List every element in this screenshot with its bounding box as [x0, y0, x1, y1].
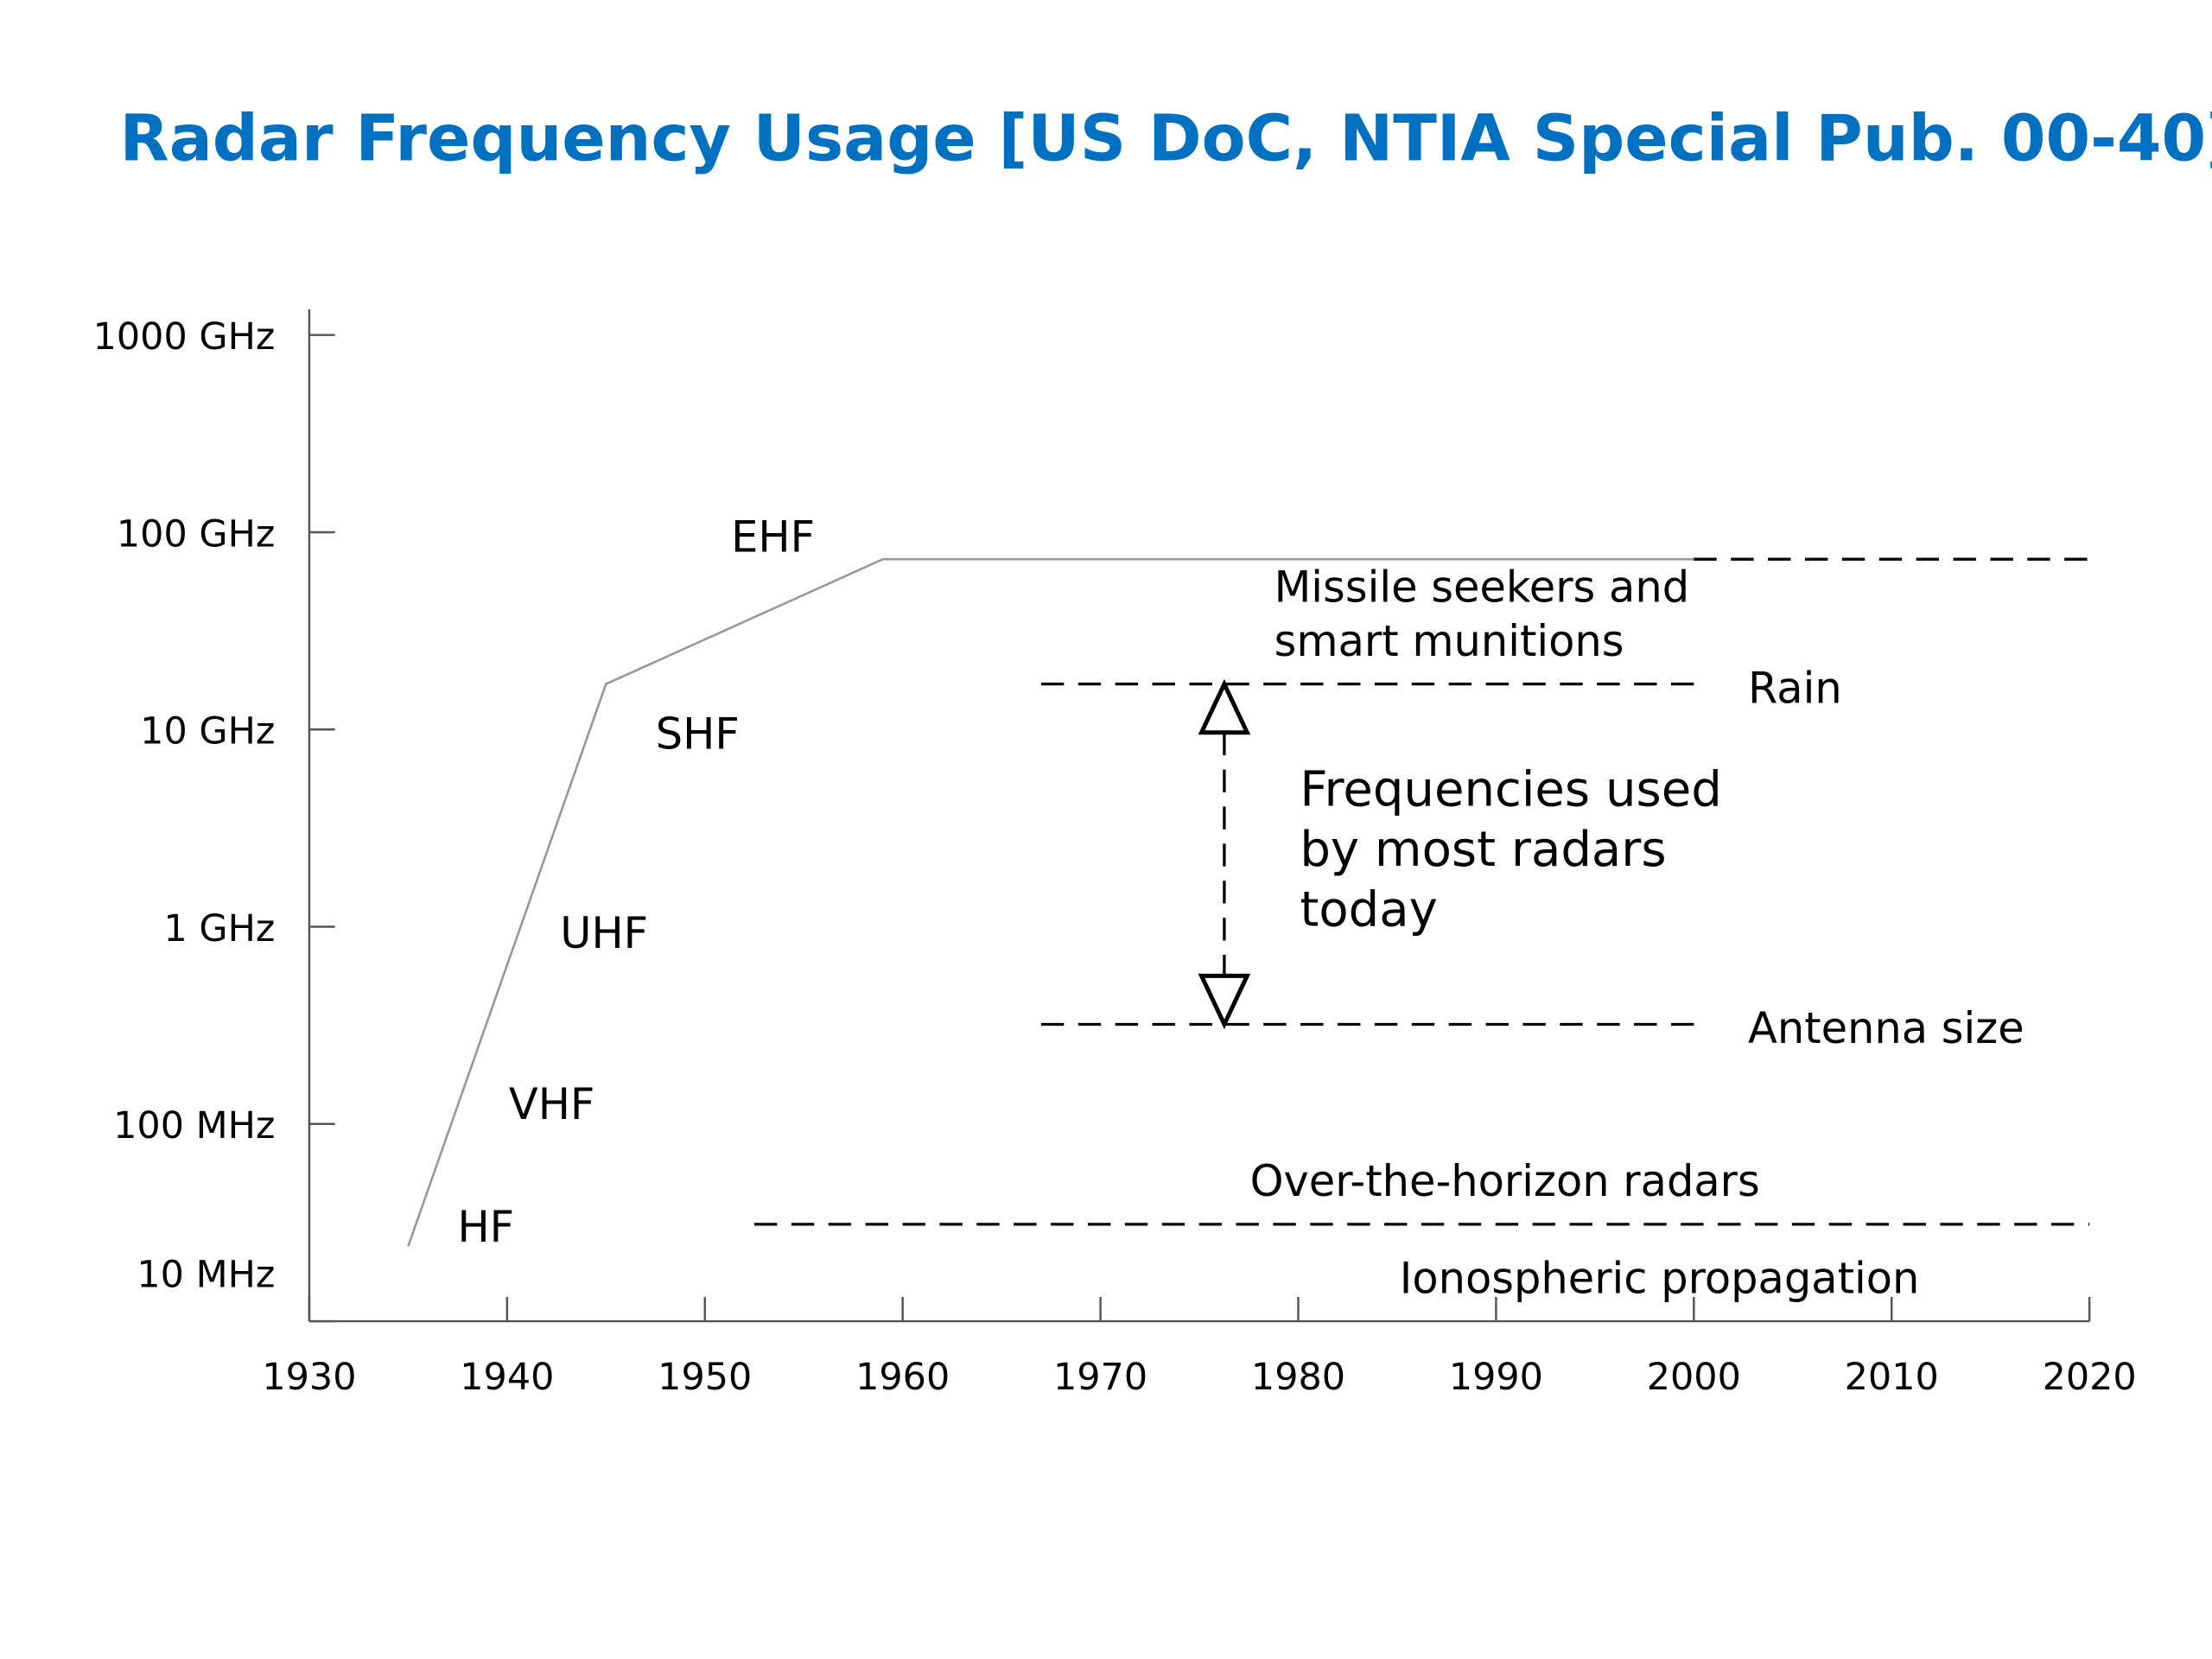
annotation: HF [457, 1202, 514, 1252]
annotation: VHF [509, 1079, 595, 1129]
chart-title: Radar Frequency Usage [US DoC, NTIA Spec… [120, 100, 2212, 175]
annotation: Missile seekers and [1274, 562, 1689, 612]
series-label: Antenna size [1748, 1003, 2024, 1053]
annotation: Frequencies used [1300, 762, 1722, 818]
annotation: today [1300, 881, 1437, 938]
annotation: by most radars [1300, 822, 1666, 878]
x-tick-label: 1950 [658, 1356, 752, 1399]
y-tick-label: 10 GHz [140, 710, 275, 753]
y-tick-label: 100 MHz [113, 1104, 275, 1147]
y-tick-label: 100 GHz [117, 512, 275, 556]
x-tick-label: 2010 [1845, 1356, 1939, 1399]
y-tick-label: 10 MHz [137, 1253, 275, 1296]
annotation: smart munitions [1274, 616, 1624, 666]
y-tick-label: 1 GHz [163, 907, 275, 950]
annotation: EHF [731, 512, 815, 563]
arrow-head [1198, 678, 1251, 735]
x-tick-label: 1970 [1053, 1356, 1147, 1399]
y-tick-label: 1000 GHz [93, 315, 276, 359]
series-label: Rain [1748, 663, 1842, 713]
x-tick-label: 1930 [262, 1356, 356, 1399]
x-tick-label: 2000 [1647, 1356, 1741, 1399]
line [407, 557, 1694, 1247]
x-tick-label: 1960 [855, 1356, 950, 1399]
x-tick-label: 1980 [1251, 1356, 1345, 1399]
annotation: UHF [560, 908, 648, 958]
arrow-head [1198, 973, 1251, 1030]
x-tick-label: 2020 [2043, 1356, 2137, 1399]
annotation: Ionospheric propagation [1400, 1253, 1920, 1303]
x-tick-label: 1990 [1449, 1356, 1543, 1399]
annotation: Over-the-horizon radars [1250, 1156, 1760, 1206]
annotation: SHF [656, 709, 740, 759]
x-tick-label: 1940 [460, 1356, 554, 1399]
